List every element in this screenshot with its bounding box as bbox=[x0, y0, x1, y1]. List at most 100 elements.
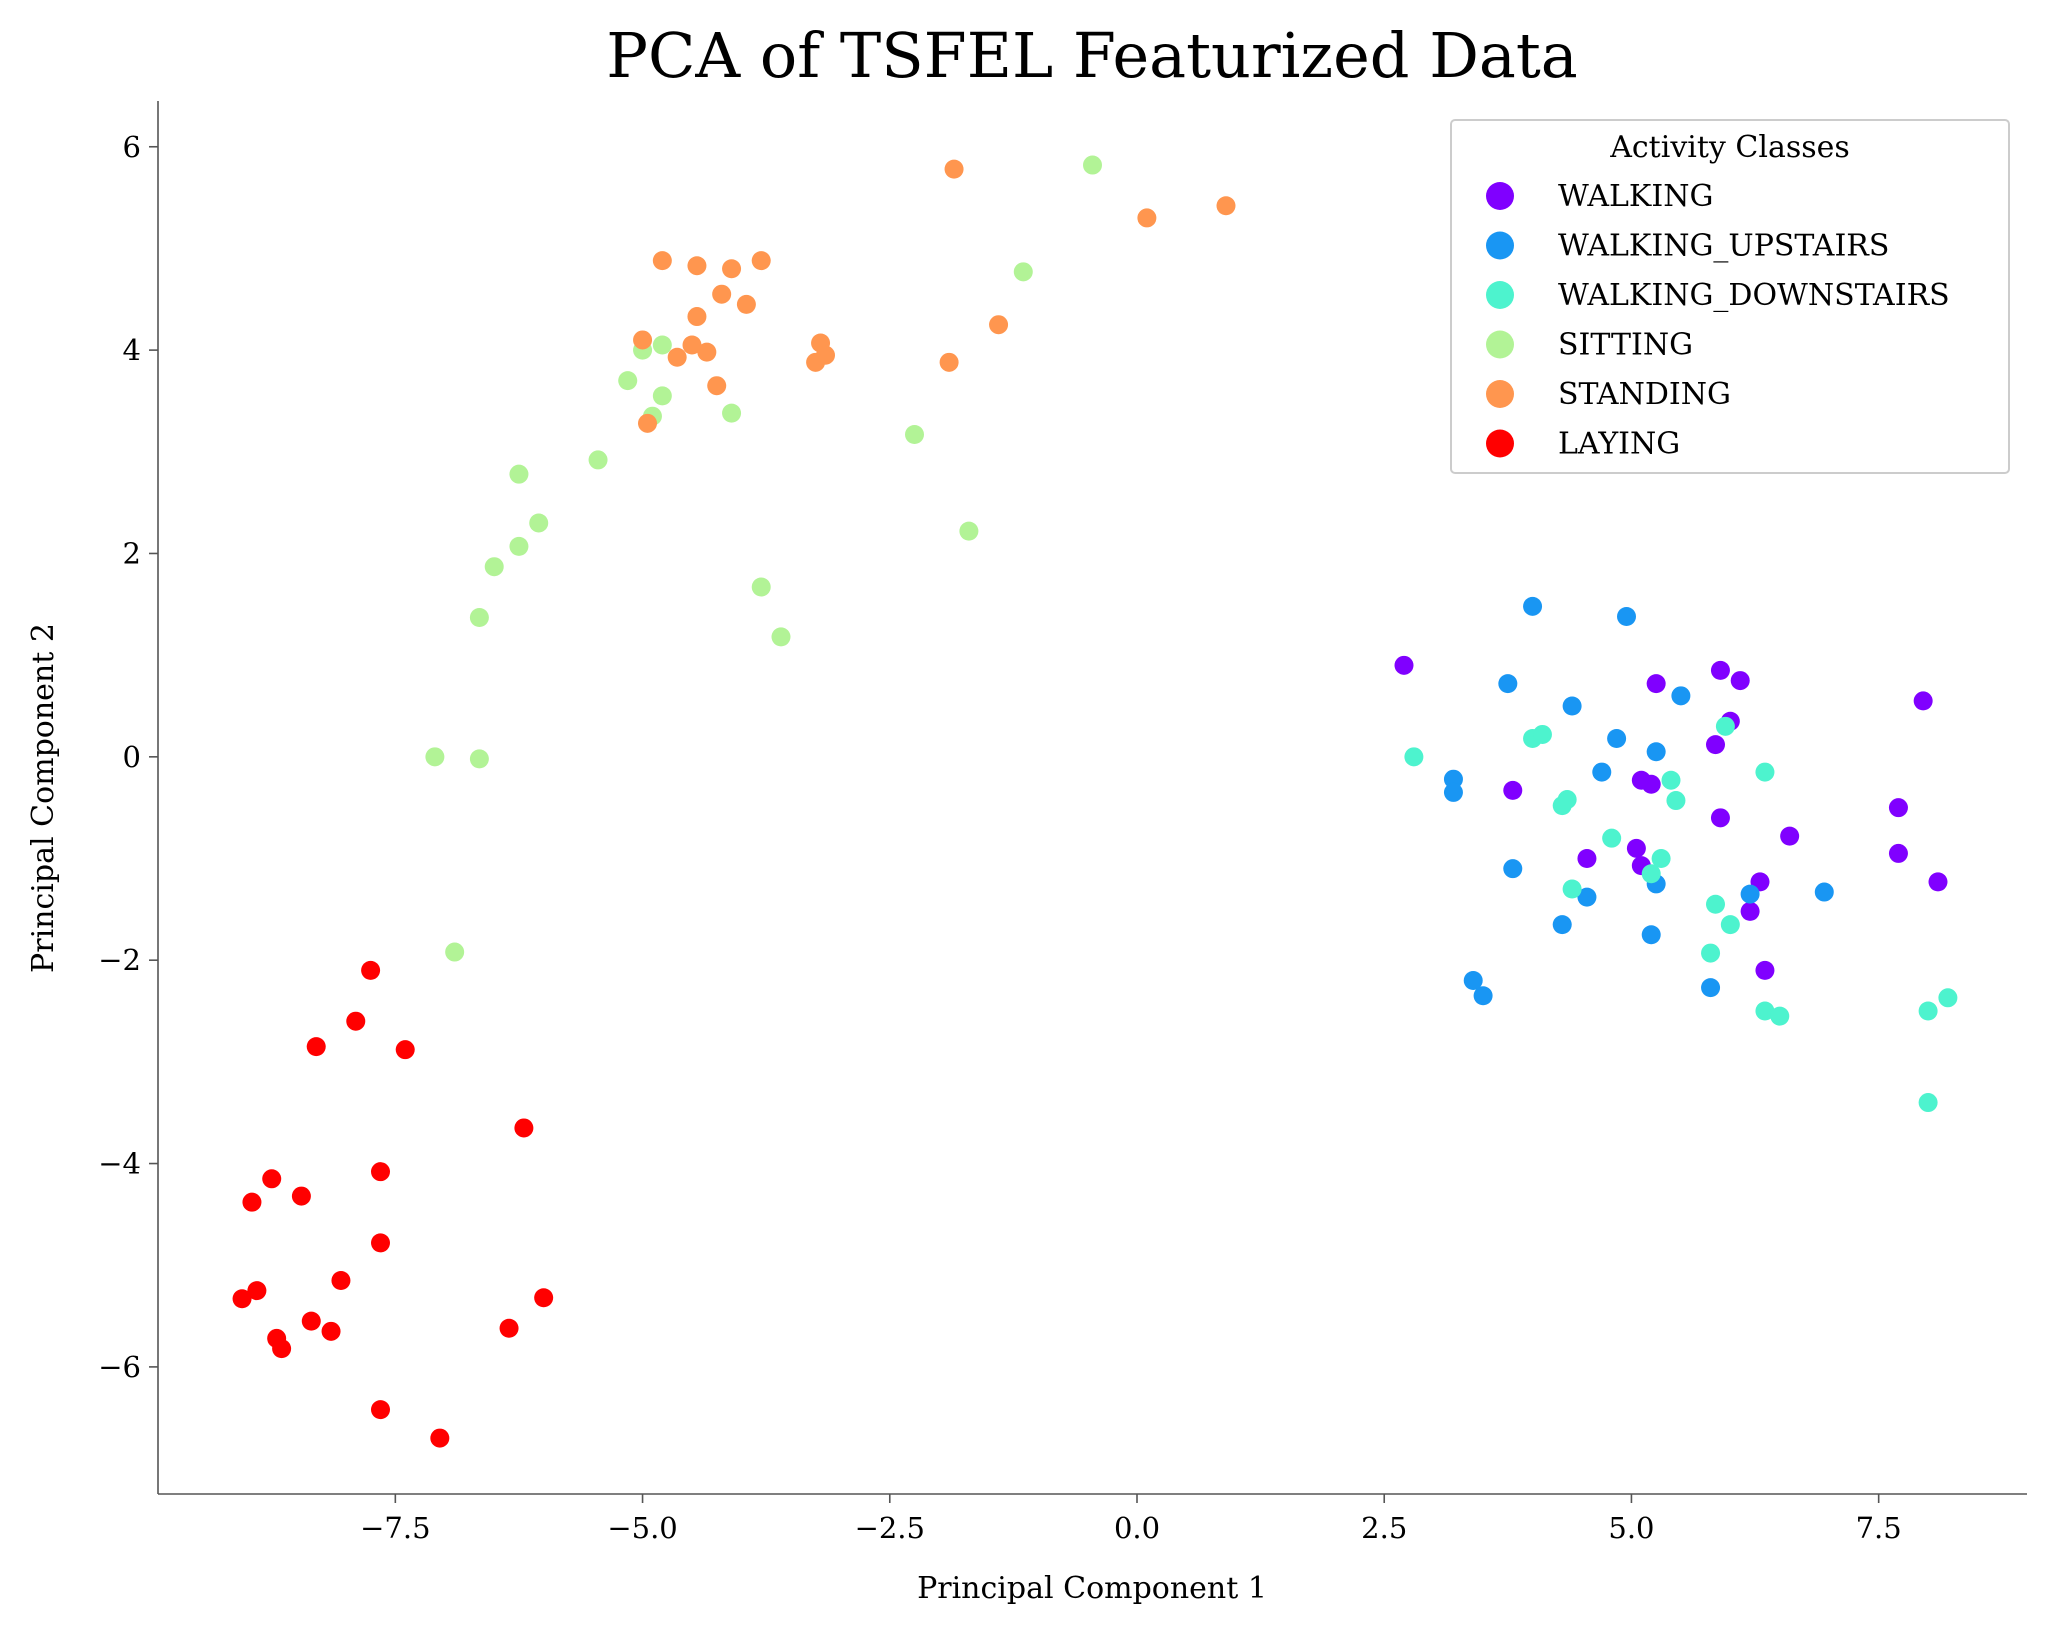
legend-marker bbox=[1486, 231, 1514, 260]
legend-entry: WALKING bbox=[1486, 179, 1713, 214]
data-point bbox=[469, 749, 489, 769]
legend-entry: WALKING_DOWNSTAIRS bbox=[1486, 278, 1950, 313]
data-point bbox=[1918, 1001, 1938, 1021]
series-walking-upstairs bbox=[1443, 596, 1834, 1006]
legend-entry: SITTING bbox=[1486, 328, 1693, 363]
legend-label: STANDING bbox=[1558, 377, 1731, 412]
series-standing bbox=[633, 159, 1236, 433]
legend-title: Activity Classes bbox=[1609, 130, 1850, 165]
data-point bbox=[529, 513, 549, 533]
data-point bbox=[361, 960, 381, 980]
y-tick-label: −2 bbox=[98, 943, 141, 977]
data-point bbox=[232, 1289, 252, 1309]
data-point bbox=[509, 536, 529, 556]
data-point bbox=[534, 1288, 554, 1308]
data-point bbox=[1740, 901, 1760, 921]
y-tick-label: 6 bbox=[123, 130, 141, 164]
data-point bbox=[687, 307, 707, 327]
data-point bbox=[638, 413, 657, 433]
data-point bbox=[1607, 729, 1627, 749]
data-point bbox=[346, 1011, 366, 1031]
x-axis-label: Principal Component 1 bbox=[917, 1571, 1267, 1606]
data-point bbox=[1661, 770, 1681, 790]
data-point bbox=[1552, 796, 1572, 816]
data-point bbox=[1503, 780, 1523, 800]
data-point bbox=[1137, 208, 1157, 228]
data-point bbox=[652, 335, 672, 355]
y-tick-label: −6 bbox=[98, 1350, 141, 1384]
x-tick-label: 0.0 bbox=[1114, 1511, 1160, 1545]
data-point bbox=[509, 464, 529, 484]
y-tick-label: 0 bbox=[123, 740, 141, 774]
data-point bbox=[959, 521, 979, 541]
data-point bbox=[301, 1311, 321, 1331]
data-point bbox=[1755, 762, 1775, 782]
data-point bbox=[1918, 1093, 1938, 1113]
data-point bbox=[1552, 915, 1572, 935]
data-point bbox=[1928, 872, 1948, 892]
data-point bbox=[1671, 686, 1691, 706]
data-point bbox=[618, 371, 638, 391]
legend-entry: STANDING bbox=[1486, 377, 1731, 412]
legend-entry: LAYING bbox=[1486, 427, 1680, 462]
data-point bbox=[1888, 798, 1908, 818]
data-point bbox=[1562, 879, 1582, 899]
legend-marker bbox=[1486, 281, 1514, 309]
data-point bbox=[1710, 808, 1730, 828]
data-point bbox=[1443, 769, 1463, 789]
data-point bbox=[736, 294, 756, 314]
data-point bbox=[722, 403, 742, 423]
series-laying bbox=[232, 960, 554, 1448]
x-ticks: −7.5 −5.0 −2.5 0.0 2.5 5.0 7.5 bbox=[360, 1494, 1902, 1545]
data-point bbox=[1641, 774, 1661, 794]
series-walking-downstairs bbox=[1404, 716, 1958, 1113]
chart-title: PCA of TSFEL Featurized Data bbox=[606, 19, 1578, 92]
data-point bbox=[321, 1321, 341, 1341]
data-point bbox=[1216, 196, 1236, 216]
data-point bbox=[1463, 971, 1483, 991]
y-axis-label: Principal Component 2 bbox=[26, 623, 61, 973]
data-point bbox=[1562, 696, 1582, 716]
data-point bbox=[682, 335, 702, 355]
scatter-points bbox=[232, 155, 1958, 1448]
data-point bbox=[1394, 655, 1414, 675]
y-tick-label: 4 bbox=[123, 333, 141, 367]
legend-marker bbox=[1486, 380, 1514, 408]
data-point bbox=[430, 1428, 450, 1448]
series-walking bbox=[1394, 655, 1948, 980]
legend-label: WALKING_DOWNSTAIRS bbox=[1558, 278, 1950, 313]
x-tick-label: −5.0 bbox=[607, 1511, 677, 1545]
legend: Activity Classes WALKING WALKING_UPSTAIRS… bbox=[1450, 119, 2010, 474]
x-tick-label: −2.5 bbox=[855, 1511, 925, 1545]
data-point bbox=[371, 1400, 390, 1420]
data-point bbox=[499, 1318, 519, 1338]
y-ticks: −6 −4 −2 0 2 4 6 bbox=[98, 130, 158, 1384]
data-point bbox=[484, 557, 504, 577]
legend-label: WALKING_UPSTAIRS bbox=[1558, 229, 1889, 264]
data-point bbox=[1755, 1001, 1775, 1021]
data-point bbox=[247, 1281, 267, 1301]
data-point bbox=[751, 577, 771, 597]
legend-entries: WALKING WALKING_UPSTAIRS WALKING_DOWNSTAIR… bbox=[1486, 179, 1950, 462]
data-point bbox=[652, 386, 672, 406]
data-point bbox=[425, 747, 445, 767]
data-point bbox=[1626, 838, 1646, 858]
data-point bbox=[1617, 607, 1636, 627]
legend-marker bbox=[1486, 429, 1514, 458]
data-point bbox=[1730, 671, 1750, 691]
data-point bbox=[469, 608, 489, 628]
legend-label: WALKING bbox=[1558, 179, 1713, 214]
data-point bbox=[1938, 988, 1958, 1008]
data-point bbox=[1443, 782, 1463, 802]
data-point bbox=[712, 284, 732, 304]
legend-marker bbox=[1486, 182, 1514, 210]
data-point bbox=[331, 1270, 351, 1290]
data-point bbox=[1523, 596, 1543, 616]
data-point bbox=[1577, 849, 1597, 869]
y-tick-label: −4 bbox=[98, 1147, 141, 1181]
data-point bbox=[242, 1192, 262, 1212]
data-point bbox=[445, 942, 465, 962]
data-point bbox=[1646, 674, 1666, 694]
data-point bbox=[588, 450, 608, 470]
data-point bbox=[633, 330, 653, 350]
